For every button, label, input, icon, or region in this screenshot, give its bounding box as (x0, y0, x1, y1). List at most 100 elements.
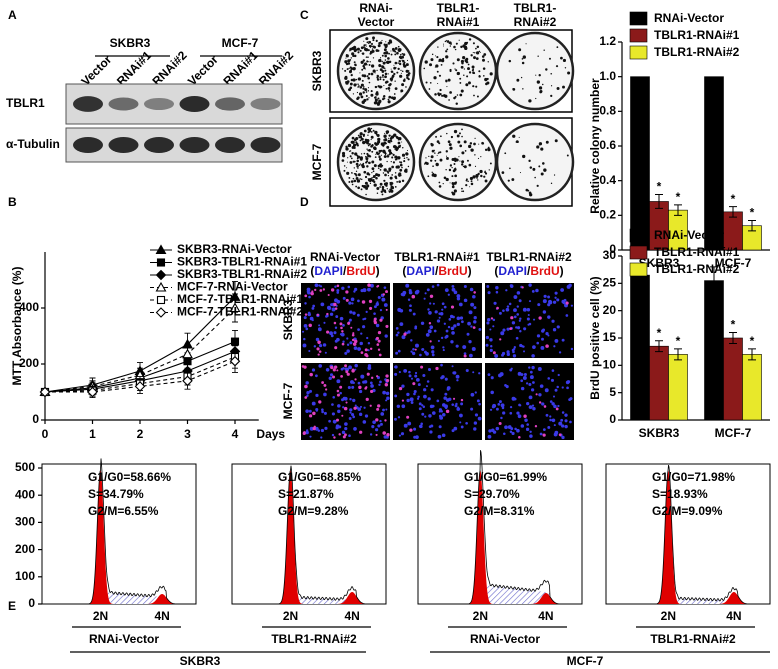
colony (475, 85, 478, 88)
colony (345, 57, 347, 59)
colony (428, 88, 431, 90)
colony (352, 93, 355, 95)
colony (364, 47, 366, 49)
column-label: RNAi#2 (514, 15, 557, 29)
colony (363, 74, 367, 78)
colony (370, 42, 374, 45)
x-tick-label: 0 (42, 427, 49, 441)
band (250, 97, 281, 111)
nucleus (412, 312, 416, 316)
nucleus (430, 388, 434, 392)
colony (365, 193, 367, 196)
colony (387, 175, 390, 177)
colony (562, 58, 567, 63)
nucleus (428, 311, 432, 315)
nucleus (427, 308, 430, 311)
nucleus (444, 335, 448, 339)
nucleus (516, 428, 520, 433)
colony (430, 143, 434, 147)
bar (704, 76, 724, 251)
colony (388, 149, 392, 153)
bar (704, 280, 724, 421)
stain-part: / (527, 264, 531, 278)
nucleus (470, 392, 475, 397)
colony (382, 146, 384, 148)
colony (545, 140, 549, 144)
brdu-cell (377, 404, 381, 408)
histogram-outline (42, 458, 196, 605)
colony (534, 176, 536, 179)
colony (351, 140, 355, 144)
colony (371, 49, 375, 53)
nucleus (322, 343, 327, 347)
nucleus (450, 326, 455, 331)
histogram-frame (605, 463, 771, 605)
nucleus (352, 398, 356, 403)
colony (466, 159, 469, 162)
phase-stat: S=18.93% (652, 487, 708, 501)
nucleus (526, 423, 530, 426)
colony (386, 80, 389, 83)
phase-stat: S=34.79% (88, 487, 144, 501)
colony (436, 56, 439, 59)
brdu-cell (341, 330, 344, 333)
nucleus (495, 285, 499, 290)
y-tick-label: 0 (609, 412, 616, 426)
nucleus (487, 291, 491, 295)
nucleus (408, 374, 412, 378)
nucleus (309, 389, 313, 393)
legend-label: MCF-7-TBLR1-RNAi#2 (177, 305, 303, 319)
x-tick-label: MCF-7 (715, 256, 752, 270)
x-axis-label: Days (256, 427, 285, 441)
colony (522, 88, 524, 90)
brdu-cell (351, 333, 355, 337)
colony (356, 179, 361, 183)
nucleus (320, 302, 325, 307)
colony (519, 171, 522, 174)
colony (355, 141, 358, 144)
brdu-cell (332, 375, 336, 379)
nucleus (485, 335, 490, 340)
colony (376, 76, 379, 79)
nucleus (394, 365, 397, 369)
marker (229, 355, 241, 367)
colony (473, 142, 476, 146)
nucleus (506, 352, 510, 357)
y-tick-label: 200 (19, 356, 39, 370)
brdu-cell (341, 342, 345, 346)
nucleus (336, 299, 341, 304)
colony (393, 72, 396, 76)
colony (404, 170, 408, 173)
colony (460, 59, 465, 64)
colony (461, 135, 463, 138)
colony (445, 155, 448, 157)
nucleus (323, 411, 327, 415)
brdu-cell (377, 339, 381, 343)
g2-peak (147, 594, 178, 604)
colony (376, 133, 380, 138)
brdu-cell (378, 353, 382, 357)
brdu-cell (460, 398, 464, 402)
nucleus (441, 433, 446, 438)
colony (385, 51, 389, 55)
colony (468, 81, 471, 85)
nucleus (509, 411, 513, 415)
nucleus (456, 379, 459, 382)
nucleus (354, 287, 358, 291)
nucleus (441, 302, 445, 306)
colony (469, 176, 473, 181)
y-tick-label: 0 (32, 412, 39, 426)
nucleus (354, 404, 357, 407)
colony (390, 50, 392, 52)
colony (475, 51, 480, 55)
nucleus (542, 310, 547, 314)
nucleus (349, 411, 352, 414)
brdu-cell (377, 348, 381, 351)
nucleus (523, 350, 526, 353)
nucleus (412, 347, 415, 351)
colony (397, 48, 402, 52)
colony (388, 190, 390, 192)
nucleus (379, 419, 382, 423)
nucleus (302, 343, 307, 348)
stain-part: ) (468, 264, 472, 278)
